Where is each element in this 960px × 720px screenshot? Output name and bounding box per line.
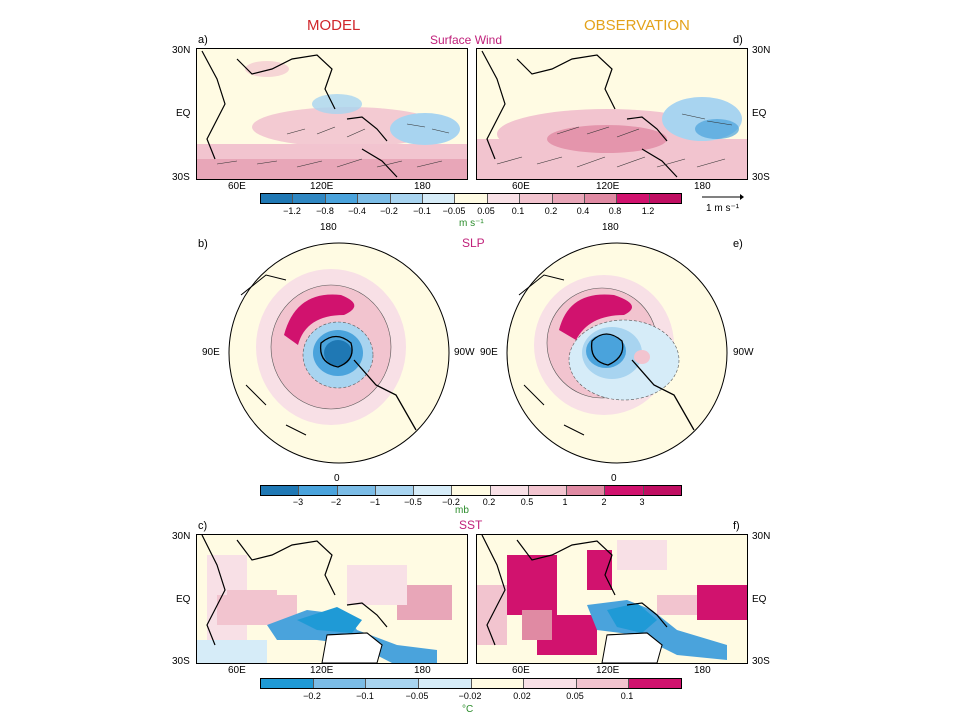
slp-lon-bottom-left: 0 <box>334 473 340 484</box>
sst-lat-30s-right: 30S <box>752 656 770 667</box>
sst-cb-tick: −0.1 <box>356 691 374 701</box>
slp-cb-tick: 3 <box>639 497 645 507</box>
sst-lon-180-left: 180 <box>414 665 431 676</box>
panel-a-map <box>196 48 468 180</box>
wind-lon-120e-right: 120E <box>596 181 620 192</box>
wind-lat-30n-left: 30N <box>172 45 191 56</box>
wind-cb-tick: 0.2 <box>544 206 558 216</box>
slp-unit: mb <box>455 505 469 516</box>
slp-cb-tick: −0.5 <box>404 497 422 507</box>
sst-cb-tick: 0.02 <box>513 691 531 701</box>
slp-title: SLP <box>462 236 485 250</box>
slp-lon-top-left: 180 <box>320 222 337 233</box>
sst-lat-30n-right: 30N <box>752 531 771 542</box>
panel-d-map <box>476 48 748 180</box>
reference-vector-arrow <box>702 194 744 200</box>
sst-cb-tick: −0.02 <box>458 691 482 701</box>
panel-b-label: b) <box>198 238 208 250</box>
sst-cb-tick: 0.1 <box>620 691 634 701</box>
sst-cb-tick: 0.05 <box>566 691 584 701</box>
slp-cb-tick: 0.5 <box>520 497 534 507</box>
sst-lat-30s-left: 30S <box>172 656 190 667</box>
slp-cb-tick: −2 <box>330 497 342 507</box>
panel-b-polar-map <box>228 242 450 464</box>
wind-lat-30s-left: 30S <box>172 172 190 183</box>
wind-cb-tick: 0.8 <box>608 206 622 216</box>
slp-colorbar-ticks: −3 −2 −1 −0.5 −0.2 0.2 0.5 1 2 3 <box>260 497 680 509</box>
sst-colorbar-ticks: −0.2 −0.1 −0.05 −0.02 0.02 0.05 0.1 <box>260 691 680 703</box>
panel-e-polar-map <box>506 242 728 464</box>
slp-colorbar <box>260 485 682 496</box>
panel-d-field <box>477 50 747 179</box>
slp-cb-tick: 1 <box>562 497 568 507</box>
wind-lat-30s-right: 30S <box>752 172 770 183</box>
sst-colorbar <box>260 678 682 689</box>
panel-c-field <box>197 535 467 663</box>
slp-lon-90w-right: 90W <box>733 347 754 358</box>
slp-cb-tick: −0.2 <box>442 497 460 507</box>
wind-cb-tick: −1.2 <box>283 206 301 216</box>
panel-f-field <box>477 535 747 663</box>
sst-cb-tick: −0.2 <box>303 691 321 701</box>
reference-vector-label: 1 m s⁻¹ <box>706 203 740 214</box>
slp-cb-tick: −3 <box>292 497 304 507</box>
wind-cb-tick: 0.1 <box>511 206 525 216</box>
wind-cb-tick: −0.8 <box>316 206 334 216</box>
panel-f-map <box>476 534 748 664</box>
wind-lon-60e-right: 60E <box>512 181 530 192</box>
wind-title: Surface Wind <box>430 33 503 47</box>
wind-lon-120e-left: 120E <box>310 181 334 192</box>
wind-colorbar <box>260 193 682 204</box>
panel-e-label: e) <box>733 238 743 250</box>
panel-f-label: f) <box>733 520 740 532</box>
sst-lon-60e-right: 60E <box>512 665 530 676</box>
panel-c-map <box>196 534 468 664</box>
panel-a-field <box>197 50 467 179</box>
wind-lat-30n-right: 30N <box>752 45 771 56</box>
slp-lon-90e-right: 90E <box>480 347 498 358</box>
slp-cb-tick: 0.2 <box>482 497 496 507</box>
wind-cb-tick: −0.4 <box>348 206 366 216</box>
wind-cb-tick: −0.2 <box>380 206 398 216</box>
sst-lon-120e-right: 120E <box>596 665 620 676</box>
wind-lon-60e-left: 60E <box>228 181 246 192</box>
sst-cb-tick: −0.05 <box>405 691 429 701</box>
wind-cb-tick: −0.05 <box>442 206 466 216</box>
wind-cb-tick: 0.4 <box>576 206 590 216</box>
wind-cb-tick: 1.2 <box>641 206 655 216</box>
panel-c-label: c) <box>198 520 208 532</box>
slp-cb-tick: 2 <box>601 497 607 507</box>
sst-lat-30n-left: 30N <box>172 531 191 542</box>
slp-cb-tick: −1 <box>369 497 381 507</box>
wind-lon-180-left: 180 <box>414 181 431 192</box>
panel-a-label: a) <box>198 34 208 46</box>
observation-header: OBSERVATION <box>584 17 690 34</box>
model-header: MODEL <box>307 17 361 34</box>
sst-lat-eq-left: EQ <box>176 594 191 605</box>
sst-unit: °C <box>462 704 474 715</box>
sst-lat-eq-right: EQ <box>752 594 767 605</box>
slp-lon-top-right: 180 <box>602 222 619 233</box>
wind-colorbar-ticks: −1.2 −0.8 −0.4 −0.2 −0.1 −0.05 0.05 0.1 … <box>260 206 680 218</box>
sst-lon-60e-left: 60E <box>228 665 246 676</box>
sst-title: SST <box>459 518 483 532</box>
wind-lat-eq-right: EQ <box>752 108 767 119</box>
sst-lon-180-right: 180 <box>694 665 711 676</box>
wind-cb-tick: −0.1 <box>413 206 431 216</box>
slp-lon-bottom-right: 0 <box>611 473 617 484</box>
wind-unit: m s⁻¹ <box>459 218 484 229</box>
wind-cb-tick: 0.05 <box>477 206 495 216</box>
wind-lon-180-right: 180 <box>694 181 711 192</box>
slp-lon-90e-left: 90E <box>202 347 220 358</box>
slp-lon-90w-left: 90W <box>454 347 475 358</box>
panel-d-label: d) <box>733 34 743 46</box>
sst-lon-120e-left: 120E <box>310 665 334 676</box>
wind-lat-eq-left: EQ <box>176 108 191 119</box>
